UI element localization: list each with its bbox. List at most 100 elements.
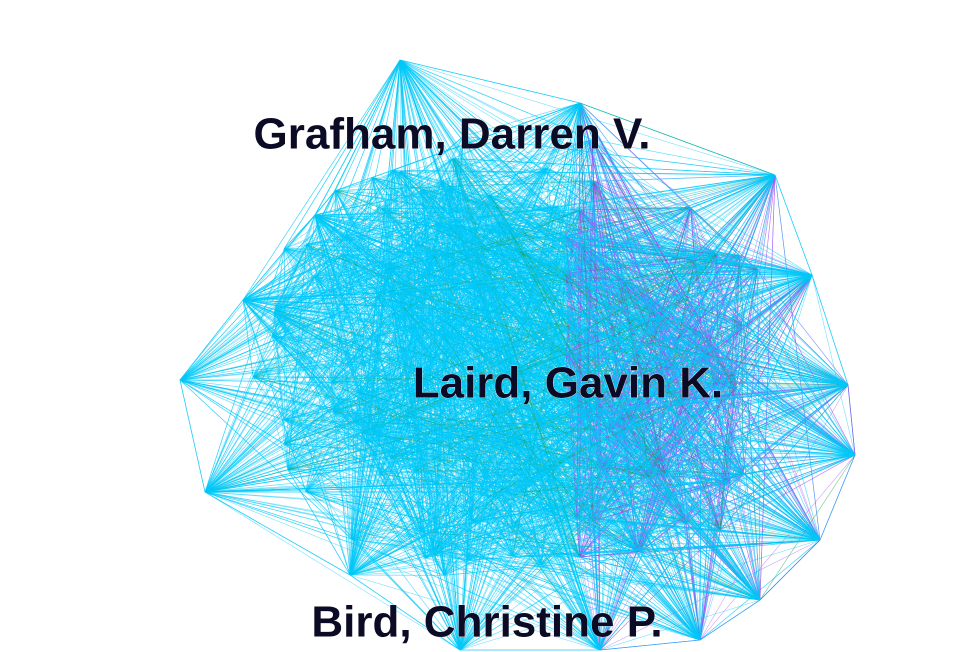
edge (699, 333, 702, 641)
edge (637, 274, 813, 551)
edge (653, 301, 662, 462)
edge (284, 419, 761, 601)
edge (357, 384, 849, 393)
edge (565, 236, 717, 255)
edge (389, 290, 580, 558)
edge (565, 353, 701, 641)
edge (376, 297, 601, 651)
edge (579, 102, 638, 551)
edge (759, 539, 821, 601)
edge (242, 299, 650, 478)
edge (554, 514, 601, 651)
edge (447, 322, 821, 541)
edge (386, 269, 856, 456)
edge (472, 454, 856, 522)
edge (349, 355, 710, 576)
node-label: Bird, Christine P. (311, 598, 662, 647)
edge (353, 102, 581, 422)
edge (379, 473, 461, 651)
edge (204, 255, 740, 493)
edge (414, 102, 581, 472)
edge (314, 214, 523, 493)
edge (314, 214, 524, 321)
edge (390, 457, 761, 601)
edge (204, 491, 434, 551)
edge (459, 539, 821, 651)
edge (349, 177, 373, 576)
edge (284, 181, 442, 249)
edge (639, 382, 720, 552)
edge (306, 208, 383, 245)
edge (581, 244, 730, 482)
edge (273, 312, 761, 601)
edge (470, 229, 813, 276)
edge (204, 190, 336, 493)
edge (382, 189, 423, 209)
edge (385, 269, 701, 641)
edge (351, 384, 849, 540)
edge (452, 158, 813, 276)
edge (694, 260, 856, 456)
edge (739, 255, 821, 541)
edge (453, 158, 701, 641)
edge (381, 208, 761, 601)
edge (539, 419, 821, 541)
edge (349, 345, 509, 576)
edge (579, 551, 641, 558)
edge (388, 263, 849, 386)
edge (700, 333, 761, 601)
edge (314, 214, 476, 251)
edge (428, 218, 761, 601)
edge (402, 306, 505, 378)
edge (242, 189, 423, 301)
edge (507, 345, 701, 641)
edge (648, 269, 758, 478)
edge (579, 102, 625, 282)
edge (381, 208, 821, 541)
edge (204, 441, 369, 493)
edge (331, 382, 352, 540)
edge (242, 299, 307, 492)
edge (592, 139, 849, 386)
edge (433, 539, 821, 551)
edge (490, 194, 813, 276)
edge (399, 59, 567, 354)
edge (204, 333, 702, 493)
edge (699, 255, 740, 641)
edge (333, 411, 461, 651)
edge (425, 174, 776, 559)
edge (579, 209, 602, 469)
edge (179, 254, 343, 381)
edge (274, 102, 581, 310)
edge (539, 419, 701, 641)
edge (204, 491, 513, 557)
edge (345, 59, 401, 235)
edge (272, 336, 351, 576)
edge (314, 214, 355, 422)
edge (565, 273, 601, 651)
edge (565, 273, 813, 276)
edge (581, 244, 856, 456)
edge (242, 299, 422, 532)
edge (333, 411, 351, 576)
edge (389, 59, 401, 291)
edge (274, 274, 813, 311)
edge (314, 214, 521, 252)
edge (376, 296, 849, 386)
edge (686, 274, 813, 524)
edge (287, 297, 377, 470)
edge (204, 443, 505, 493)
edge (349, 317, 661, 576)
edge (671, 367, 821, 541)
edge (272, 335, 856, 456)
edge (284, 248, 469, 561)
edge (284, 248, 821, 541)
edge (314, 214, 611, 431)
edge (242, 299, 673, 368)
edge (719, 529, 821, 541)
edge (593, 180, 849, 386)
edge (399, 59, 471, 230)
edge (361, 59, 401, 434)
edge (242, 299, 486, 479)
